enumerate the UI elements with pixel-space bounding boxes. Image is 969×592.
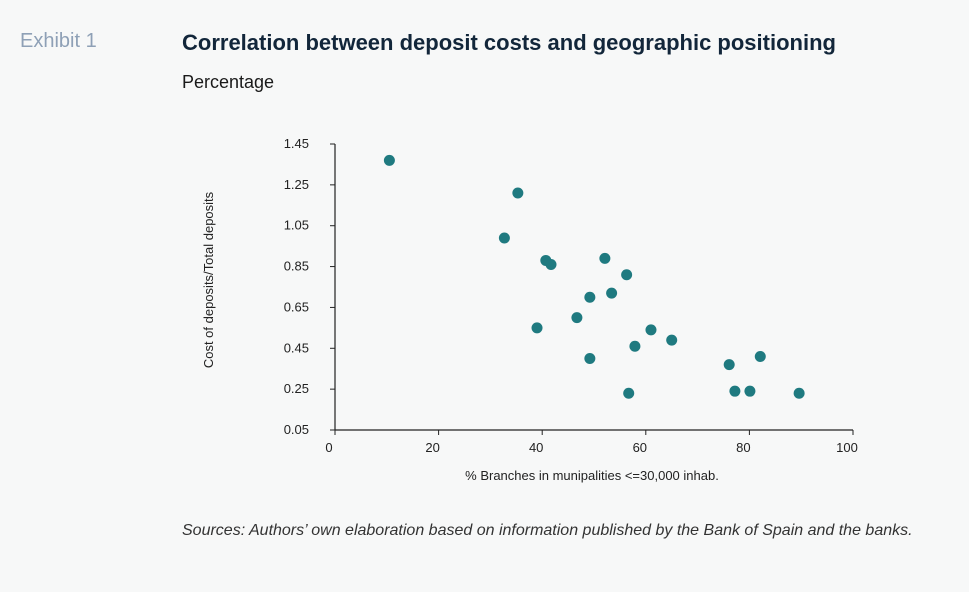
- y-axis-label: Cost of deposits/Total deposits: [201, 191, 216, 368]
- scatter-point: [793, 387, 805, 399]
- scatter-point: [531, 322, 543, 334]
- scatter-point: [599, 252, 611, 264]
- x-tick-label: 40: [529, 440, 543, 455]
- x-tick-label: 0: [325, 440, 332, 455]
- scatter-point: [729, 385, 741, 397]
- chart-title: Correlation between deposit costs and ge…: [182, 30, 836, 55]
- x-axis-label: % Branches in munipalities <=30,000 inha…: [465, 468, 719, 483]
- chart-points: [383, 154, 805, 399]
- chart-axes: 0.05 0.25 0.45 0.65 0.85 1.05 1.25 1.45 0 20 40 60 8…: [284, 136, 858, 455]
- scatter-point: [723, 359, 735, 371]
- x-tick-label: 80: [736, 440, 750, 455]
- scatter-point: [512, 187, 524, 199]
- scatter-point: [744, 385, 756, 397]
- scatter-point: [623, 387, 635, 399]
- scatter-point: [645, 324, 657, 336]
- x-tick-label: 100: [836, 440, 858, 455]
- scatter-chart: 0.05 0.25 0.45 0.65 0.85 1.05 1.25 1.45 0 20 40 60 8…: [201, 136, 858, 483]
- y-tick-label: 0.85: [284, 259, 309, 274]
- scatter-point: [571, 312, 583, 324]
- scatter-point: [498, 232, 510, 244]
- y-tick-label: 0.25: [284, 381, 309, 396]
- chart-subtitle: Percentage: [182, 72, 275, 92]
- scatter-point: [584, 353, 596, 364]
- scatter-point: [666, 334, 678, 346]
- exhibit-label: Exhibit 1: [20, 30, 97, 52]
- y-tick-label: 0.45: [284, 340, 309, 355]
- scatter-point: [754, 350, 766, 362]
- scatter-point: [621, 269, 633, 281]
- scatter-point: [383, 154, 395, 166]
- y-tick-label: 0.05: [284, 422, 309, 437]
- scatter-point: [584, 291, 596, 303]
- y-tick-label: 1.05: [284, 218, 309, 233]
- x-tick-label: 60: [633, 440, 647, 455]
- scatter-point: [629, 340, 641, 352]
- scatter-point: [606, 287, 618, 299]
- sources-note: Sources: Authors’ own elaboration based …: [182, 522, 913, 539]
- y-tick-label: 1.25: [284, 177, 309, 192]
- scatter-point: [545, 259, 557, 271]
- x-tick-label: 20: [425, 440, 439, 455]
- y-tick-label: 1.45: [284, 136, 309, 151]
- y-tick-label: 0.65: [284, 299, 309, 314]
